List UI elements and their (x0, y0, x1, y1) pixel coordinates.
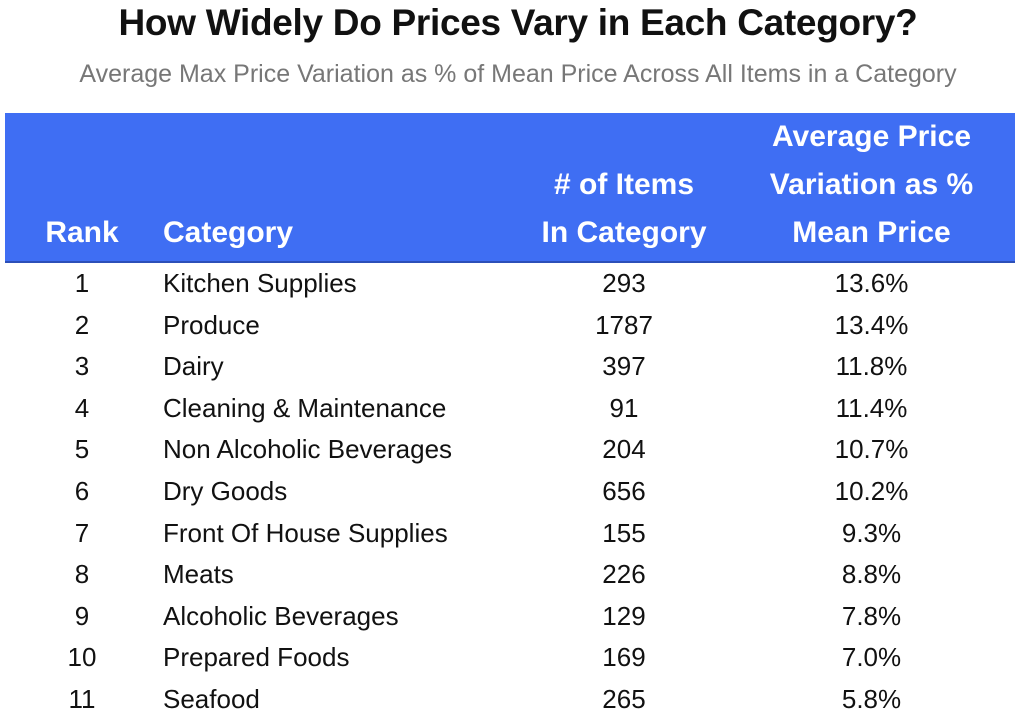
rank-cell: 1 (74, 268, 90, 298)
table-row: 4 Cleaning & Maintenance 91 11.4% (5, 388, 1015, 430)
rank-cell: 4 (74, 392, 90, 423)
item-count-cell: 204 (602, 434, 646, 465)
item-count-cell: 129 (602, 600, 646, 631)
variation-cell: 10.2% (834, 475, 909, 506)
category-cell: Seafood (163, 683, 260, 714)
item-count-cell: 265 (602, 683, 646, 714)
variation-cell: 13.6% (834, 268, 909, 298)
category-cell: Non Alcoholic Beverages (163, 434, 453, 465)
category-cell: Dairy (163, 351, 224, 382)
category-cell: Front Of House Supplies (163, 517, 448, 548)
table-row: 6 Dry Goods 656 10.2% (5, 471, 1015, 513)
variation-cell: 8.8% (841, 559, 902, 590)
rank-cell: 8 (74, 559, 90, 590)
table-row: 7 Front Of House Supplies 155 9.3% (5, 513, 1015, 555)
item-count-cell: 1787 (595, 309, 653, 340)
table-row: 1 Kitchen Supplies 293 13.6% (5, 262, 1015, 305)
item-count-cell: 91 (609, 392, 639, 423)
header-row: Rank Category # of Items In Category Ave… (5, 113, 1015, 262)
item-count-cell: 656 (602, 475, 646, 506)
table-body: 1 Kitchen Supplies 293 13.6% 2 Produce 1787 13.… (5, 262, 1015, 721)
category-cell: Produce (163, 309, 260, 340)
item-count-cell: 169 (602, 642, 646, 673)
variation-cell: 9.3% (841, 517, 902, 548)
data-table: Rank Category # of Items In Category Ave… (5, 113, 1015, 721)
rank-cell: 9 (74, 600, 90, 631)
rank-cell: 2 (74, 309, 90, 340)
rank-cell: 11 (68, 683, 96, 714)
rank-cell: 3 (74, 351, 90, 382)
item-count-cell: 293 (602, 268, 646, 298)
variation-cell: 7.8% (841, 600, 902, 631)
rank-cell: 5 (74, 434, 90, 465)
category-cell: Dry Goods (163, 475, 288, 506)
variation-cell: 7.0% (841, 642, 902, 673)
rank-cell: 10 (67, 642, 97, 673)
column-header: Category (163, 216, 294, 249)
title: How Widely Do Prices Vary in Each Catego… (118, 2, 918, 43)
column-header: # of Items In Category (541, 168, 707, 249)
variation-cell: 5.8% (841, 683, 902, 714)
rank-cell: 7 (74, 517, 90, 548)
table-row: 3 Dairy 397 11.8% (5, 346, 1015, 388)
item-count-cell: 397 (602, 351, 646, 382)
column-header: Rank (45, 216, 119, 249)
table-row: 10 Prepared Foods 169 7.0% (5, 637, 1015, 679)
rank-cell: 6 (74, 475, 90, 506)
table-row: 9 Alcoholic Beverages 129 7.8% (5, 596, 1015, 638)
column-header: Average Price Variation as % Mean Price (769, 120, 974, 249)
variation-cell: 11.8% (835, 351, 908, 382)
item-count-cell: 155 (602, 517, 646, 548)
table-row: 8 Meats 226 8.8% (5, 554, 1015, 596)
category-cell: Cleaning & Maintenance (163, 392, 447, 423)
category-cell: Meats (163, 559, 234, 590)
variation-cell: 11.4% (835, 392, 908, 423)
table-row: 11 Seafood 265 5.8% (5, 679, 1015, 721)
subtitle: Average Max Price Variation as % of Mean… (79, 60, 957, 88)
category-cell: Alcoholic Beverages (163, 600, 399, 631)
item-count-cell: 226 (602, 559, 646, 590)
category-cell: Prepared Foods (163, 642, 350, 673)
table-row: 2 Produce 1787 13.4% (5, 305, 1015, 347)
table-row: 5 Non Alcoholic Beverages 204 10.7% (5, 429, 1015, 471)
table-header: Rank Category # of Items In Category Ave… (5, 113, 1015, 262)
category-cell: Kitchen Supplies (163, 268, 357, 298)
variation-cell: 13.4% (834, 309, 909, 340)
variation-cell: 10.7% (834, 434, 909, 465)
